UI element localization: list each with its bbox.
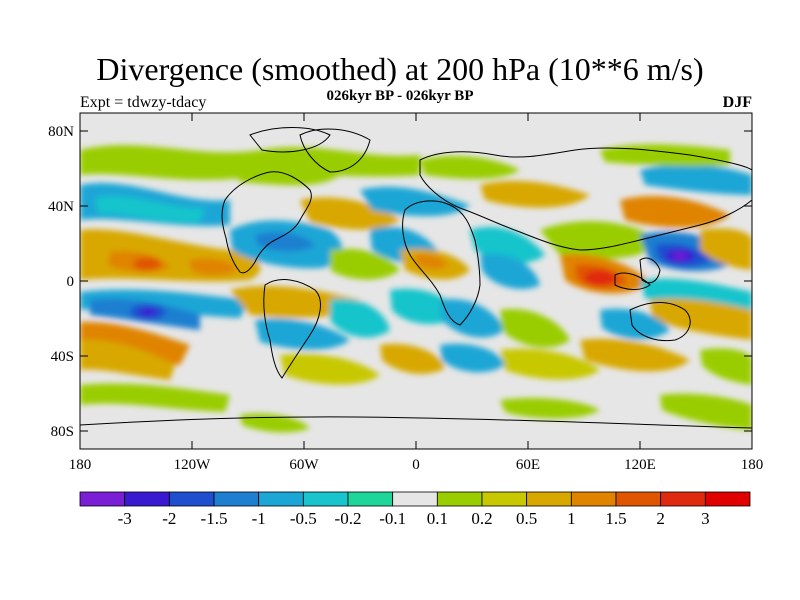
colorbar-swatch: [302, 491, 349, 507]
colorbar-label: -1: [252, 509, 266, 528]
colorbar-label: 0.5: [516, 509, 537, 528]
y-tick-label: 40N: [48, 199, 74, 215]
y-tick-label: 80N: [48, 124, 74, 140]
colorbar-swatch: [436, 491, 483, 507]
colorbar-swatch: [704, 491, 751, 507]
colorbar: -3 -2 -1.5 -1 -0.5 -0.2 -0.1 0.1 0.2 0.5 1 1.5 2 3: [79, 491, 751, 528]
period-subtitle: 026kyr BP - 026kyr BP: [326, 88, 474, 104]
x-tick-label: 60E: [516, 457, 540, 473]
x-tick-label: 120W: [174, 457, 212, 473]
colorbar-swatch: [660, 491, 706, 507]
colorbar-swatch: [79, 491, 126, 507]
x-tick-label: 60W: [289, 457, 319, 473]
x-tick-label: 180: [741, 457, 764, 473]
x-tick-label: 0: [412, 457, 420, 473]
colorbar-label: -3: [118, 509, 132, 528]
colorbar-swatch: [347, 491, 394, 507]
colorbar-swatch: [392, 491, 438, 507]
colorbar-label: -0.2: [335, 509, 362, 528]
experiment-label: Expt = tdwzy-tdacy: [80, 94, 207, 111]
y-tick-label: 80S: [51, 424, 74, 440]
colorbar-swatch: [213, 491, 260, 507]
colorbar-label: -0.1: [379, 509, 406, 528]
colorbar-swatch: [124, 491, 170, 507]
colorbar-label: 0.1: [427, 509, 448, 528]
colorbar-swatch: [168, 491, 215, 507]
colorbar-label: -0.5: [290, 509, 317, 528]
divergence-field: [80, 127, 752, 433]
y-tick-label: 0: [67, 274, 75, 290]
y-tick-label: 40S: [51, 349, 74, 365]
season-label: DJF: [722, 94, 752, 111]
x-tick-label: 120E: [624, 457, 656, 473]
colorbar-swatch: [570, 491, 617, 507]
x-tick-label: 180: [69, 457, 92, 473]
colorbar-label: 3: [701, 509, 710, 528]
colorbar-label: 1: [567, 509, 576, 528]
colorbar-swatch: [481, 491, 528, 507]
colorbar-label: 2: [656, 509, 665, 528]
colorbar-swatch: [615, 491, 662, 507]
figure-title: Divergence (smoothed) at 200 hPa (10**6 …: [96, 51, 704, 87]
colorbar-label: -2: [162, 509, 176, 528]
x-axis: 180 120W 60W 0 60E 120E 180: [69, 113, 764, 473]
colorbar-label: 0.2: [471, 509, 492, 528]
colorbar-swatch: [258, 491, 304, 507]
coastlines: [80, 127, 752, 429]
y-axis: 80N 40N 0 40S 80S: [48, 124, 752, 440]
colorbar-label: -1.5: [201, 509, 228, 528]
colorbar-label: 1.5: [605, 509, 626, 528]
colorbar-swatch: [526, 491, 572, 507]
